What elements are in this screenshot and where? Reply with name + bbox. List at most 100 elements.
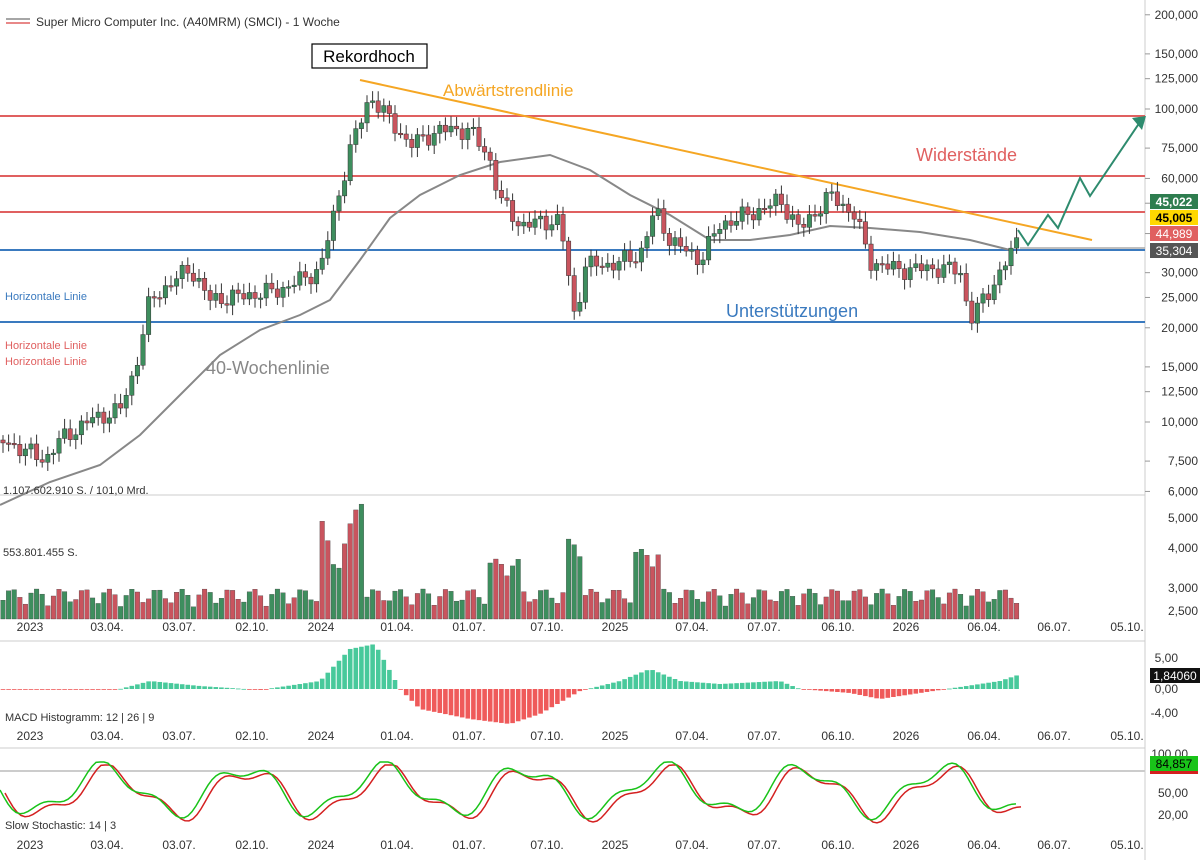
macd-bar-86 — [482, 689, 487, 721]
horizontal-line-label-red-1: Horizontale Linie — [5, 340, 87, 352]
macd-bar-77 — [431, 689, 437, 712]
macd-bar-161 — [902, 689, 907, 696]
macd-bar-17 — [95, 689, 101, 690]
macd-bar-143 — [801, 689, 807, 690]
macd-bar-93 — [521, 689, 527, 720]
candle-body-180 — [1008, 247, 1014, 267]
candle-body-158 — [885, 263, 891, 270]
y-tick-label-12: 12,500 — [1161, 385, 1198, 399]
volume-bar-137 — [767, 599, 773, 620]
macd-bar-92 — [515, 689, 521, 722]
price-tags: 45,022 45,005 44,989 35,304 1,84060 84,8… — [1150, 194, 1200, 774]
candle-body-3 — [17, 444, 23, 457]
projection-arrowhead — [1132, 116, 1146, 130]
macd-bar-100 — [560, 689, 566, 701]
y-tick-label-15: 6,000 — [1168, 484, 1198, 498]
volume-bar-127 — [711, 589, 717, 620]
volume-bar-86 — [482, 603, 488, 620]
macd-bar-171 — [958, 686, 963, 689]
volume-bar-33 — [185, 594, 191, 620]
macd-bar-67 — [375, 649, 381, 689]
macd-bar-135 — [756, 682, 762, 689]
macd-bar-54 — [303, 683, 308, 689]
candle-body-149 — [834, 191, 840, 206]
candle-body-100 — [560, 214, 566, 242]
macd-bar-52 — [291, 684, 297, 689]
candle-body-96 — [538, 215, 544, 220]
volume-bar-155 — [868, 604, 874, 620]
x-axis-ticks: 2023 03.04. 03.07. 02.10. 2024 01.04. 01.07. 07… — [17, 620, 1144, 852]
volume-bar-125 — [700, 601, 706, 620]
candle-body-18 — [101, 411, 107, 424]
x-tick-2-13: 06.04. — [967, 838, 1000, 852]
candle-body-110 — [616, 261, 622, 271]
y-tick-label-5: 60,000 — [1161, 171, 1198, 185]
macd-bar-144 — [807, 689, 812, 690]
macd-bar-168 — [941, 689, 947, 690]
macd-bar-81 — [454, 689, 459, 717]
volume-bar-65 — [364, 596, 370, 620]
candle-body-144 — [806, 214, 812, 228]
stoch-tag: 84,857 — [1156, 757, 1193, 771]
candle-body-80 — [448, 125, 454, 133]
macd-bar-116 — [650, 670, 655, 689]
macd-tick-0: 5,00 — [1155, 651, 1179, 665]
macd-tag: 1,84060 — [1153, 669, 1197, 683]
candle-body-44 — [246, 292, 252, 300]
candle-body-106 — [594, 255, 600, 267]
volume-bar-28 — [157, 589, 163, 620]
macd-bar-104 — [583, 689, 588, 690]
volume-bar-79 — [442, 589, 448, 620]
volume-bar-147 — [823, 596, 829, 620]
macd-bar-62 — [347, 648, 353, 689]
projection-arrow — [1017, 116, 1146, 247]
volume-bar-36 — [202, 588, 208, 620]
volume-bar-121 — [678, 598, 684, 620]
x-tick-0-8: 2025 — [602, 620, 629, 634]
volume-bar-72 — [403, 596, 409, 620]
x-tick-1-6: 01.07. — [452, 729, 485, 743]
ma40-label: 40-Wochenlinie — [206, 358, 330, 378]
x-tick-2-4: 2024 — [308, 838, 335, 852]
macd-bar-136 — [762, 681, 767, 689]
stoch-label: Slow Stochastic: 14 | 3 — [5, 820, 116, 832]
macd-bar-159 — [891, 689, 896, 697]
x-tick-1-7: 07.10. — [530, 729, 563, 743]
macd-bar-5 — [28, 689, 34, 690]
volume-bar-20 — [112, 594, 118, 620]
macd-bar-84 — [471, 689, 476, 720]
macd-bar-118 — [661, 674, 667, 689]
macd-bar-88 — [493, 689, 499, 723]
price-tag-bg-1 — [1150, 194, 1198, 209]
candle-body-15 — [84, 420, 90, 424]
volume-bar-98 — [549, 597, 555, 620]
macd-bar-33 — [185, 684, 191, 689]
macd-bar-64 — [359, 646, 364, 689]
candle-body-87 — [487, 151, 493, 161]
candle-body-61 — [342, 180, 348, 197]
volume-bar-75 — [420, 588, 426, 620]
y-tick-label-9: 25,000 — [1161, 290, 1198, 304]
volume-bar-87 — [487, 562, 493, 620]
y-tick-label-3: 100,000 — [1155, 102, 1199, 116]
macd-bar-97 — [543, 689, 549, 711]
volume-bar-71 — [398, 589, 404, 620]
macd-bar-87 — [487, 689, 493, 722]
macd-bar-61 — [342, 654, 347, 689]
y-tick-label-2: 125,000 — [1155, 72, 1199, 86]
chart-title: Super Micro Computer Inc. (A40MRM) (SMCI… — [36, 15, 340, 29]
volume-bar-19 — [106, 588, 112, 620]
candle-body-140 — [784, 204, 790, 220]
macd-bar-156 — [874, 689, 879, 699]
volume-bar-164 — [918, 599, 924, 620]
candle-body-151 — [846, 203, 852, 213]
candle-body-115 — [644, 236, 650, 249]
price-tag-3: 44,989 — [1156, 227, 1193, 241]
macd-bar-59 — [331, 666, 336, 689]
candle-body-16 — [90, 417, 96, 424]
volume-bar-177 — [991, 599, 997, 620]
macd-bar-46 — [258, 689, 263, 690]
stochastic-lines — [0, 761, 1022, 824]
macd-bar-82 — [459, 689, 465, 718]
candle-body-8 — [45, 454, 51, 463]
